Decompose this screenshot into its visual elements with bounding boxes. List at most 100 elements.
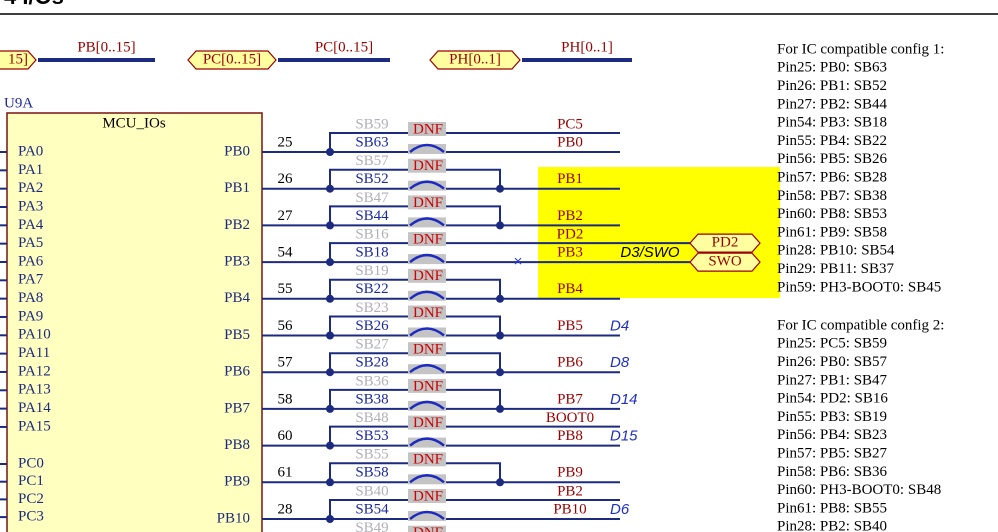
bridge-arc [409, 363, 445, 374]
net-label: PB3 [557, 245, 583, 261]
dnf-bridge-ref: SB55 [355, 447, 388, 463]
junction [496, 184, 504, 193]
dnf-bridge-ref: SB48 [355, 410, 388, 426]
bridge-arc [409, 474, 445, 484]
fitted-bridge [408, 180, 446, 191]
dnf-label: DNF [413, 121, 443, 137]
sheet-title: 4 I/Os [4, 0, 64, 9]
dnf-label: DNF [413, 488, 443, 504]
dnf-bridge [408, 158, 446, 173]
pin-name: PB2 [224, 217, 250, 233]
bridge-ref: SB63 [355, 134, 388, 150]
dnf-bridge-ref: SB49 [355, 520, 388, 532]
junction [326, 148, 334, 156]
arduino-label: D15 [610, 428, 638, 445]
bridge-ref: SB38 [355, 391, 388, 407]
fitted-bridge [408, 290, 446, 301]
fitted-bridge [408, 144, 446, 154]
bus-label: PH[0..1] [561, 39, 613, 55]
dnf-bridge [408, 342, 446, 357]
pin-number: 55 [278, 281, 293, 297]
dnf-bridge [408, 305, 446, 320]
pin-name: PC1 [18, 473, 44, 489]
note-line: Pin29: PB11: SB37 [777, 261, 894, 277]
wire [329, 315, 501, 336]
dnf-label: DNF [413, 415, 443, 431]
dnf-bridge-ref: SB40 [355, 483, 388, 499]
dnf-label: DNF [413, 195, 443, 211]
note-line: Pin57: PB5: SB27 [777, 446, 888, 462]
pin-name: PA15 [18, 418, 51, 434]
note-line: Pin57: PB6: SB28 [777, 170, 887, 186]
pin-name: PA10 [18, 327, 51, 343]
junction [326, 404, 334, 413]
dnf-bridge-ref: SB57 [355, 153, 389, 169]
pin-name: PA12 [18, 363, 51, 379]
pin-name: PA4 [18, 217, 44, 233]
bus-port-label: 15] [8, 51, 28, 67]
pin-name: PA8 [18, 290, 43, 306]
pin-name: PA2 [18, 180, 43, 196]
bus-port [0, 50, 37, 70]
junction [496, 478, 504, 487]
component-name: MCU_IOs [102, 115, 166, 131]
fitted-bridge [408, 400, 446, 411]
pin-name: PC3 [18, 509, 44, 525]
port-label: SWO [708, 254, 742, 270]
net-label: PB5 [557, 318, 583, 334]
dnf-bridge-ref: SB16 [355, 227, 389, 243]
fitted-bridge [408, 254, 446, 265]
wire [329, 242, 690, 263]
pin-number: 25 [278, 134, 293, 150]
net-label: PB9 [557, 465, 583, 481]
dnf-bridge [408, 122, 446, 136]
pin-name: PB7 [224, 400, 250, 416]
pin-name: PB5 [224, 327, 250, 343]
junction [326, 441, 334, 450]
note-line: Pin55: PB4: SB22 [777, 133, 887, 149]
pin-name: PA14 [18, 400, 51, 416]
bridge-ref: SB52 [355, 171, 388, 187]
note-line: Pin28: PB2: SB40 [777, 519, 887, 532]
pin-name: PA7 [18, 272, 44, 288]
dnf-bridge-ref: SB36 [355, 373, 389, 389]
bridge-arc [409, 253, 445, 264]
bridge-ref: SB53 [355, 428, 388, 444]
fitted-bridge [408, 327, 446, 338]
note-line: Pin55: PB3: SB19 [777, 409, 887, 425]
junction [496, 404, 504, 413]
dnf-bridge-ref: SB47 [355, 190, 389, 206]
note-heading: For IC compatible config 1: [777, 41, 944, 57]
bridge-ref: SB22 [355, 281, 388, 297]
dnf-bridge-ref: SB19 [355, 263, 388, 279]
note-line: Pin28: PB10: SB54 [777, 243, 895, 259]
net-label: PD2 [557, 227, 584, 243]
pin-name: PA1 [18, 162, 43, 178]
note-line: Pin26: PB0: SB57 [777, 354, 888, 370]
pin-name: PB0 [224, 143, 250, 159]
bridge-arc [409, 437, 445, 447]
bus-port [429, 50, 521, 70]
note-line: Pin61: PB9: SB58 [777, 224, 887, 240]
junction [326, 368, 334, 377]
dnf-label: DNF [413, 342, 443, 358]
bridge-ref: SB44 [355, 208, 389, 224]
note-line: Pin54: PD2: SB16 [777, 391, 888, 407]
dnf-bridge-ref: SB59 [355, 116, 388, 132]
bus-label: PC[0..15] [315, 39, 373, 55]
net-label: PB6 [557, 355, 583, 371]
bridge-ref: SB26 [355, 318, 389, 334]
port [689, 233, 761, 253]
pin-name: PA5 [18, 235, 43, 251]
note-line: Pin59: PH3-BOOT0: SB45 [777, 279, 941, 295]
port-label: PD2 [712, 235, 739, 251]
net-label: PB2 [557, 208, 583, 224]
arduino-label: D6 [610, 501, 630, 518]
note-line: Pin26: PB1: SB52 [777, 78, 887, 94]
wire [329, 499, 620, 519]
pin-name: PC2 [18, 491, 44, 507]
dnf-bridge [408, 232, 446, 247]
dnf-label: DNF [413, 305, 443, 321]
junction [496, 368, 504, 377]
bus-port-label: PC[0..15] [203, 51, 261, 67]
